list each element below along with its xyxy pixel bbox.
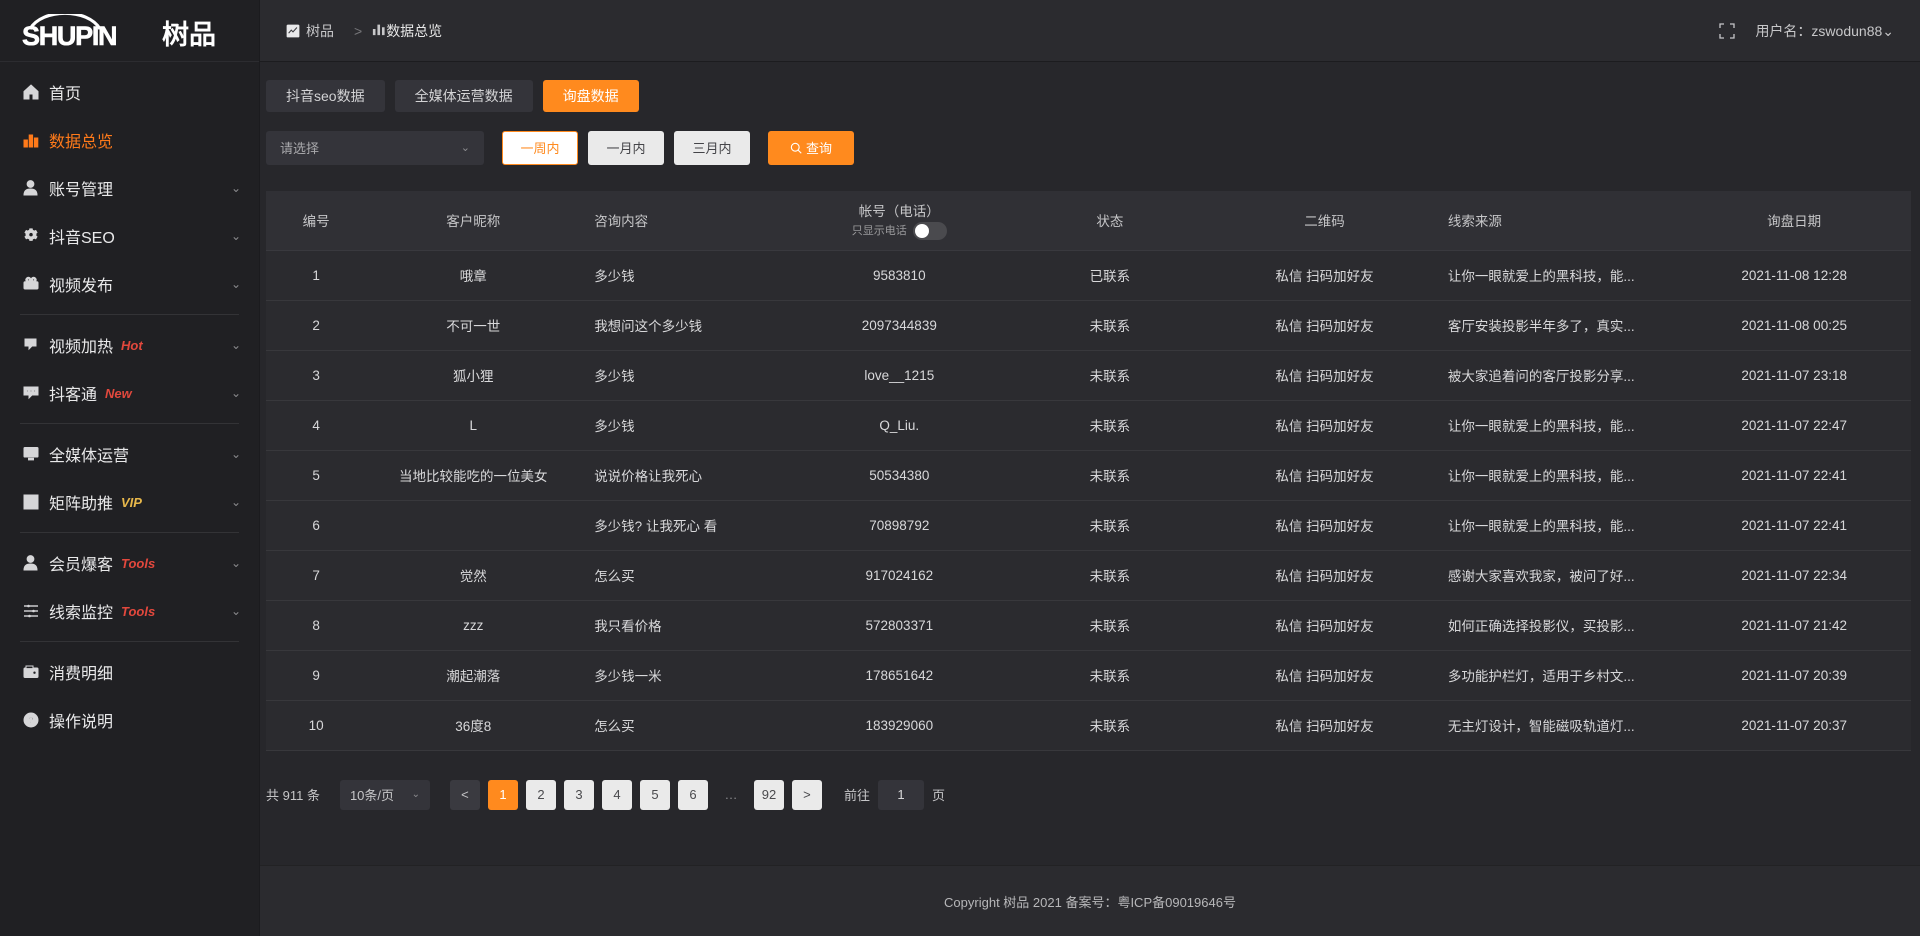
svg-text:SHUPIN: SHUPIN [22,21,116,48]
svg-text:?: ? [28,715,34,725]
svg-text:树品: 树品 [162,20,216,48]
